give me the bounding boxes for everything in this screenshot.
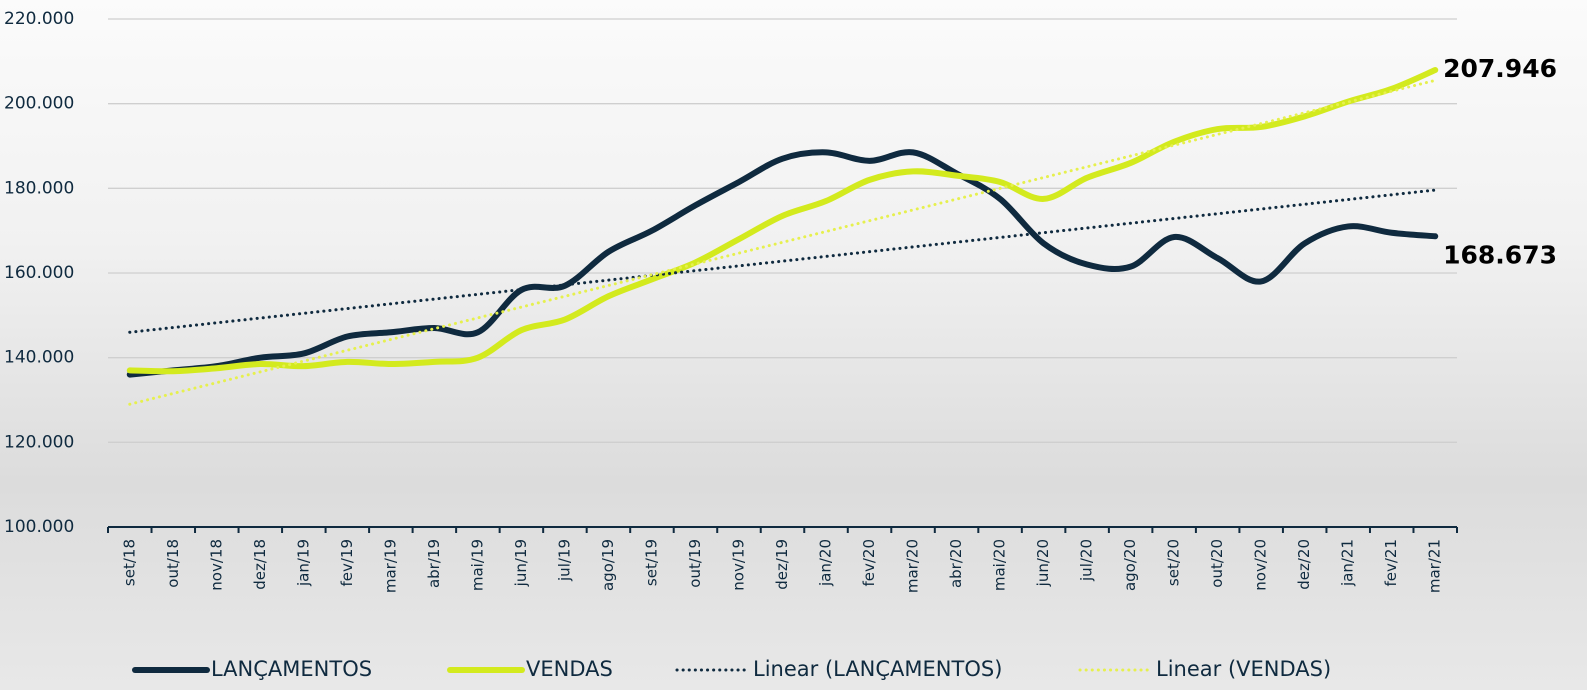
trend-line (128, 188, 1437, 334)
x-tick-label: ago/20 (1121, 539, 1139, 591)
legend-label: Linear (LANÇAMENTOS) (753, 657, 1002, 681)
x-tick-label: mar/21 (1426, 539, 1444, 593)
x-tick-label: nov/18 (207, 539, 225, 591)
x-tick-label: out/18 (164, 539, 182, 588)
x-tick-label: out/20 (1208, 539, 1226, 588)
data-label: 207.946 (1443, 54, 1557, 83)
y-tick-label: 120.000 (4, 432, 74, 452)
x-tick-label: jul/19 (555, 539, 573, 582)
x-tick-label: ago/19 (599, 539, 617, 591)
data-label: 168.673 (1443, 240, 1557, 269)
x-tick-label: jun/20 (1034, 539, 1052, 587)
series-line (126, 67, 1439, 375)
x-tick-label: set/18 (120, 539, 138, 586)
x-tick-label: fev/21 (1382, 539, 1400, 587)
x-tick-label: mai/19 (468, 539, 486, 591)
legend-label: VENDAS (526, 657, 613, 681)
x-tick-label: mar/19 (381, 539, 399, 593)
y-tick-label: 100.000 (4, 517, 74, 537)
x-tick-label: dez/19 (773, 539, 791, 590)
x-tick-label: out/19 (686, 539, 704, 588)
y-tick-label: 160.000 (4, 263, 74, 283)
y-tick-label: 180.000 (4, 178, 74, 198)
x-tick-label: jan/19 (294, 539, 312, 587)
x-tick-label: abr/20 (947, 539, 965, 588)
x-tick-label: jan/20 (817, 539, 835, 587)
x-tick-label: mar/20 (904, 539, 922, 593)
x-tick-label: dez/20 (1295, 539, 1313, 590)
x-tick-label: nov/20 (1252, 539, 1270, 591)
legend-label: Linear (VENDAS) (1156, 657, 1331, 681)
x-tick-label: set/19 (642, 539, 660, 586)
x-tick-label: fev/19 (338, 539, 356, 587)
x-tick-label: mai/20 (991, 539, 1009, 591)
y-tick-label: 220.000 (4, 9, 74, 29)
x-tick-label: set/20 (1165, 539, 1183, 586)
x-tick-label: dez/18 (251, 539, 269, 590)
x-tick-label: abr/19 (425, 539, 443, 588)
x-tick-label: jul/20 (1078, 539, 1096, 582)
x-tick-label: jan/21 (1339, 539, 1357, 587)
x-tick-label: nov/19 (729, 539, 747, 591)
x-tick-label: jun/19 (512, 539, 530, 587)
trend-line (128, 78, 1437, 406)
y-tick-label: 140.000 (4, 348, 74, 368)
y-tick-label: 200.000 (4, 94, 74, 114)
series-line (126, 149, 1439, 378)
legend-label: LANÇAMENTOS (211, 657, 372, 681)
x-tick-label: fev/20 (860, 539, 878, 587)
